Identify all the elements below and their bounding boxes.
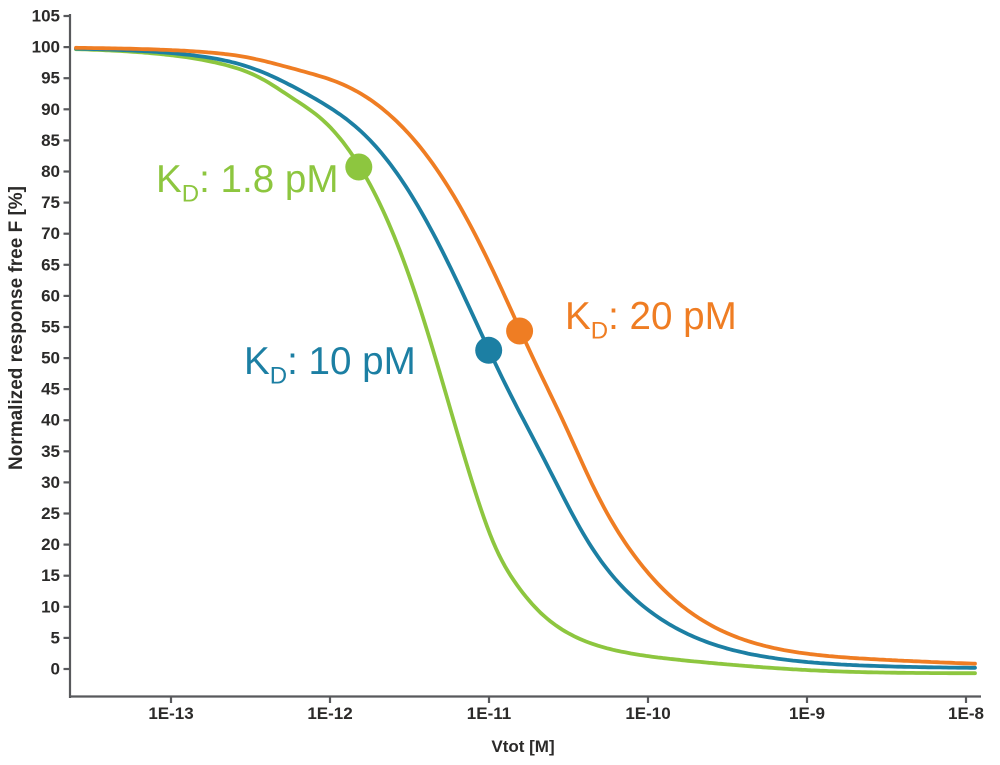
svg-text:95: 95 [41,69,60,88]
svg-text:1E-8: 1E-8 [948,704,984,723]
svg-text:35: 35 [41,442,60,461]
svg-text:1E-13: 1E-13 [148,704,193,723]
svg-text:50: 50 [41,349,60,368]
svg-text:90: 90 [41,100,60,119]
svg-text:Normalized response free F [%]: Normalized response free F [%] [6,186,27,470]
svg-text:60: 60 [41,286,60,305]
svg-text:70: 70 [41,224,60,243]
svg-text:80: 80 [41,162,60,181]
svg-text:75: 75 [41,193,60,212]
svg-text:Vtot [M]: Vtot [M] [491,737,554,756]
svg-text:15: 15 [41,566,60,585]
svg-text:10: 10 [41,597,60,616]
svg-text:1E-9: 1E-9 [789,704,825,723]
svg-text:25: 25 [41,504,60,523]
svg-text:30: 30 [41,473,60,492]
svg-text:5: 5 [51,628,60,647]
svg-text:100: 100 [32,38,60,57]
svg-text:1E-12: 1E-12 [307,704,352,723]
svg-text:40: 40 [41,411,60,430]
svg-text:65: 65 [41,255,60,274]
svg-text:105: 105 [32,7,60,26]
svg-text:20: 20 [41,535,60,554]
svg-text:55: 55 [41,318,60,337]
svg-text:85: 85 [41,131,60,150]
svg-text:45: 45 [41,380,60,399]
svg-text:1E-11: 1E-11 [467,704,511,723]
svg-text:0: 0 [51,660,60,679]
svg-text:1E-10: 1E-10 [625,704,670,723]
